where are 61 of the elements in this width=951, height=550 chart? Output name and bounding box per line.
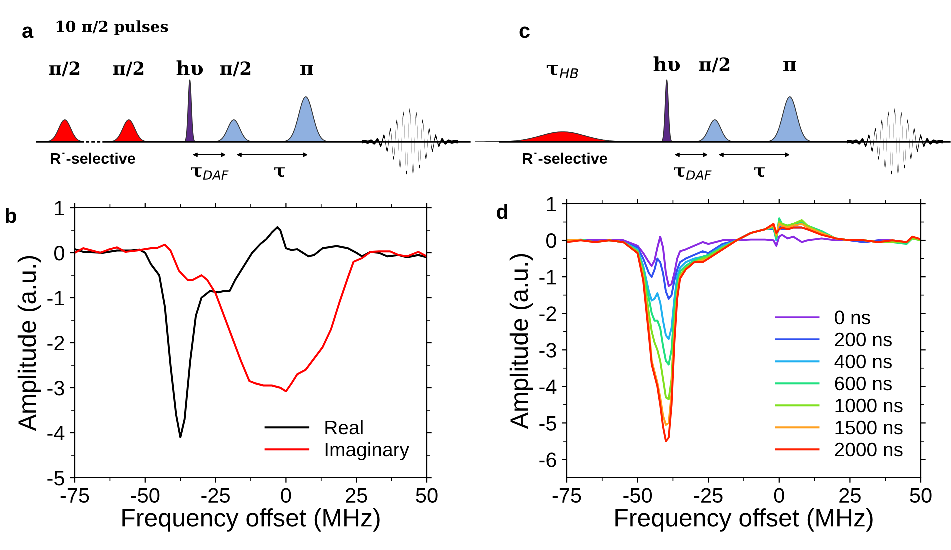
legend-label: Real <box>326 420 363 435</box>
legend-label: 1000 ns <box>836 398 903 413</box>
y-tick-label: -5 <box>48 471 64 486</box>
x-tick-label: 50 <box>910 488 932 504</box>
y-tick-label: -1 <box>540 270 556 285</box>
text: τ$_{HB}$ <box>546 65 578 79</box>
y-tick-label: 0 <box>54 246 64 261</box>
text: π <box>784 61 796 72</box>
text: a <box>22 26 34 38</box>
y-tick-label: 1 <box>55 201 64 216</box>
y-tick-label: 1 <box>547 197 556 212</box>
text: hυ <box>654 56 680 72</box>
y-tick-label: -2 <box>48 336 64 351</box>
legend-label: 600 ns <box>835 376 892 391</box>
chart-title: b <box>6 208 16 224</box>
y-tick-label: -4 <box>48 426 65 441</box>
x-tick-label: 25 <box>840 488 861 504</box>
text: π/2 <box>49 62 80 77</box>
legend-label: 2000 ns <box>835 442 903 457</box>
y-tick-label: -3 <box>48 381 64 396</box>
text: R˙-selective <box>51 152 136 164</box>
y-tick-label: -6 <box>540 452 556 468</box>
text: π/2 <box>113 62 144 77</box>
text: τ$_{DAF}$ <box>674 168 712 180</box>
y-tick-label: -5 <box>540 416 556 431</box>
text: hυ <box>176 60 204 76</box>
text: 10 π/2 pulses <box>56 20 168 36</box>
chart-title: d <box>497 204 508 220</box>
y-axis-title: Amplitude (a.u.) <box>510 254 534 430</box>
x-tick-label: 0 <box>774 488 784 504</box>
y-axis-title: Amplitude (a.u.) <box>18 256 42 432</box>
x-tick-label: -75 <box>552 488 582 504</box>
text: π <box>300 65 314 76</box>
text: τ <box>754 168 766 178</box>
x-tick-label: 50 <box>416 488 438 504</box>
x-tick-label: -50 <box>624 488 652 504</box>
text: π/2 <box>220 62 251 77</box>
legend-label: 200 ns <box>835 332 892 347</box>
x-axis-title: Frequency offset (MHz) <box>616 508 873 532</box>
y-tick-label: -1 <box>48 291 64 306</box>
x-tick-label: 0 <box>281 488 292 504</box>
x-axis-title: Frequency offset (MHz) <box>122 508 380 532</box>
x-tick-label: -75 <box>60 488 90 504</box>
legend-label: 400 ns <box>834 354 892 369</box>
x-tick-label: 25 <box>346 488 368 504</box>
legend-label: Imaginary <box>326 442 410 460</box>
y-tick-label: -3 <box>540 343 556 358</box>
legend-label: 1500 ns <box>836 420 903 435</box>
line-series <box>75 244 427 393</box>
x-tick-label: -50 <box>131 488 160 504</box>
x-tick-label: -25 <box>202 488 230 504</box>
text: τ <box>274 168 286 178</box>
y-tick-label: -4 <box>540 380 557 394</box>
text: π/2 <box>699 58 730 73</box>
y-tick-label: -2 <box>540 306 556 322</box>
x-tick-label: -25 <box>694 488 723 504</box>
y-tick-label: 0 <box>546 234 556 248</box>
text: R˙-selective <box>523 152 608 164</box>
text: c <box>520 26 530 38</box>
legend-label: 0 ns <box>835 310 870 325</box>
text: τ$_{DAF}$ <box>191 168 229 180</box>
